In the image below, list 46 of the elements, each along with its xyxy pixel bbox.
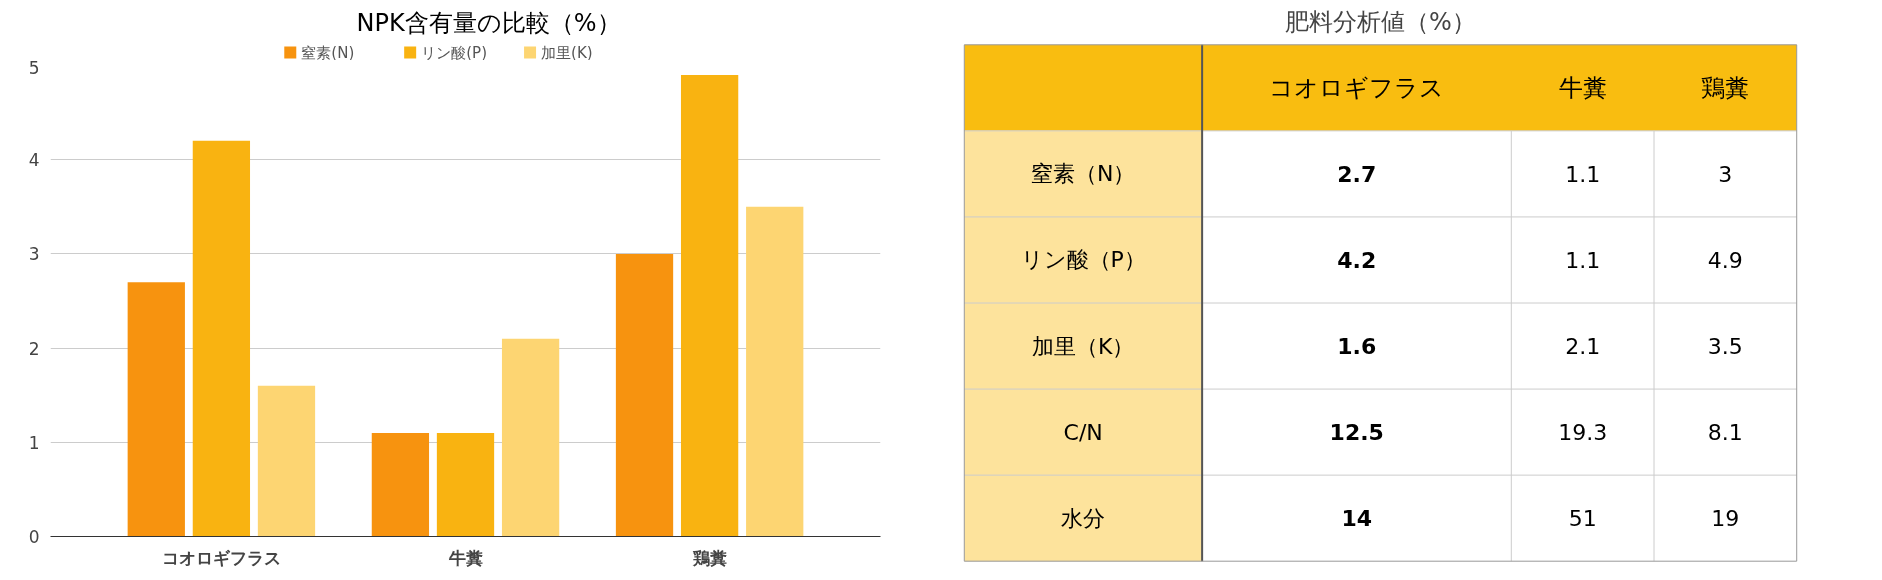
y-tick-label: 加里（K） [1031, 333, 1135, 359]
y-tick-label: C/N [1063, 419, 1103, 445]
bar [746, 206, 804, 537]
data-label: 2.1 [1565, 334, 1601, 360]
y-tick-label: 0 [28, 527, 40, 547]
bar [501, 338, 560, 537]
data-label: 1.1 [1565, 247, 1601, 273]
bar [127, 282, 185, 537]
legend-label: 加里(K) [541, 43, 593, 62]
data-label: 2.7 [1337, 161, 1377, 187]
y-tick-label: 水分 [1061, 505, 1106, 531]
x-tick-label: 鶏糞 [691, 547, 727, 568]
chart-title: NPK含有量の比較（%） [356, 8, 621, 37]
bar [371, 432, 430, 537]
bar [257, 385, 316, 537]
y-tick-label: 3 [28, 244, 40, 265]
data-label: 14 [1341, 506, 1373, 532]
data-label: 1.1 [1565, 161, 1601, 187]
y-tick-label: 5 [28, 57, 40, 78]
data-label: 19.3 [1558, 420, 1608, 446]
x-tick-label: 鶏糞 [1701, 73, 1750, 102]
data-label: 19 [1711, 506, 1740, 532]
data-label: 8.1 [1707, 420, 1743, 446]
y-tick-label: リン酸（P） [1020, 247, 1146, 273]
data-label: 1.6 [1337, 334, 1377, 360]
x-tick-label: 牛糞 [1558, 73, 1607, 102]
y-tick-label: 2 [28, 338, 40, 359]
data-label: 51 [1568, 506, 1597, 532]
x-tick-label: コオロギフラス [161, 547, 281, 568]
bar [615, 253, 674, 537]
legend-label: リン酸(P) [421, 43, 487, 62]
x-tick-label: 牛糞 [447, 547, 483, 568]
data-label: 3.5 [1707, 334, 1743, 360]
y-tick-label: 1 [28, 432, 40, 453]
x-tick-label: コオロギフラス [1269, 73, 1445, 102]
bar [436, 432, 495, 537]
bar [192, 140, 251, 537]
legend-label: 窒素(N) [301, 43, 355, 62]
y-tick-label: 4 [28, 150, 40, 171]
bar [680, 74, 739, 537]
chart-title: 肥料分析値（%） [1285, 7, 1476, 36]
data-label: 3 [1718, 161, 1733, 187]
y-tick-label: 窒素（N） [1030, 161, 1136, 187]
data-label: 4.9 [1707, 247, 1743, 273]
data-label: 4.2 [1337, 247, 1377, 273]
data-label: 12.5 [1329, 420, 1384, 446]
